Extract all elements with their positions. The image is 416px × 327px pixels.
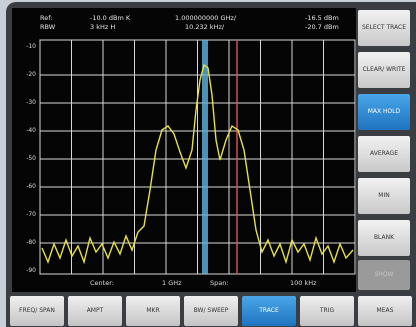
y-label: -20 (26, 71, 36, 78)
span-value: 100 kHz (290, 279, 317, 287)
marker-delta: 10.232 kHz/ (185, 23, 225, 31)
y-label: -40 (26, 127, 36, 134)
softkey[interactable]: BLANK (358, 220, 410, 256)
ref-value: -10.0 dBm K (90, 14, 131, 22)
center-label: Center: (90, 279, 114, 287)
softkey[interactable]: CLEAR/ WRITE (358, 52, 410, 88)
menu-tab[interactable]: TRACE (242, 296, 296, 326)
rbw-label: RBW (40, 23, 56, 31)
span-label: Span: (210, 279, 229, 287)
y-label: -70 (26, 211, 36, 218)
y-label: -80 (26, 239, 36, 246)
screen (12, 8, 356, 292)
menu-tab[interactable]: AMPT (68, 296, 122, 326)
ref-level: Ref: (40, 14, 53, 22)
y-label: -60 (26, 183, 36, 190)
delta-level: -20.7 dBm (305, 23, 339, 31)
marker-level: -16.5 dBm (305, 14, 339, 22)
grid (39, 39, 356, 275)
softkey[interactable]: MIN (358, 178, 410, 214)
rbw-value: 3 kHz H (90, 23, 116, 31)
center-marker (202, 40, 208, 274)
menu-tab[interactable]: MKR (126, 296, 180, 326)
y-label: -10 (26, 43, 36, 50)
softkey[interactable]: SELECT TRACE (358, 10, 410, 46)
marker-freq: 1.000000000 GHz/ (175, 14, 237, 22)
menu-tab[interactable]: FREQ/ SPAN (10, 296, 64, 326)
trace (41, 63, 354, 265)
softkey[interactable]: AVERAGE (358, 136, 410, 172)
y-label: -90 (26, 267, 36, 274)
menu-tab[interactable]: MEAS (358, 296, 412, 326)
menu-tab[interactable]: BW/ SWEEP (184, 296, 238, 326)
softkey[interactable]: SHOW (358, 260, 410, 290)
center-value: 1 GHz (162, 279, 182, 287)
menu-tab[interactable]: TRIG (300, 296, 354, 326)
y-label: -30 (26, 99, 36, 106)
y-label: -50 (26, 155, 36, 162)
softkey[interactable]: MAX HOLD (358, 94, 410, 130)
